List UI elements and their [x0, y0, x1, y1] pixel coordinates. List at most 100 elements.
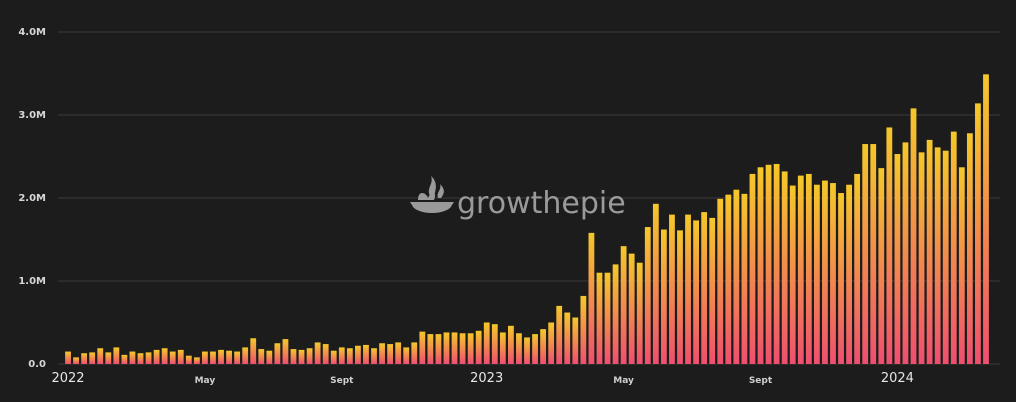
bar	[242, 347, 249, 364]
bar	[161, 348, 168, 364]
bar	[636, 262, 643, 364]
bar	[846, 184, 852, 364]
bar	[950, 131, 957, 364]
bars	[65, 74, 989, 364]
bar	[459, 333, 466, 364]
y-tick-label: 2.0M	[18, 193, 46, 204]
bar	[773, 163, 780, 364]
bar	[202, 351, 208, 364]
bar	[435, 334, 442, 364]
bar	[677, 230, 683, 364]
bar	[733, 189, 740, 364]
x-tick-label: May	[195, 376, 216, 386]
bar	[226, 350, 232, 364]
y-tick-label: 3.0M	[18, 110, 46, 121]
bar	[669, 214, 675, 364]
bar	[153, 349, 160, 364]
bar	[346, 348, 353, 364]
bar	[395, 342, 402, 364]
bar	[548, 322, 555, 364]
bar	[902, 142, 909, 364]
bar	[250, 338, 257, 364]
bar	[185, 355, 192, 364]
bar	[169, 351, 176, 364]
bar	[105, 352, 112, 364]
bar	[693, 220, 699, 364]
bar	[338, 347, 345, 364]
bar	[524, 337, 530, 364]
bar	[918, 152, 925, 364]
x-tick-label: May	[613, 376, 634, 386]
bar	[363, 344, 369, 364]
bar	[266, 350, 273, 364]
bar	[612, 264, 619, 364]
bar	[137, 353, 144, 364]
bar	[765, 164, 772, 364]
y-axis-labels: 0.0 1.0M 2.0M 3.0M 4.0M	[18, 27, 46, 370]
bar	[89, 352, 96, 364]
bar	[854, 173, 861, 364]
bar	[411, 342, 418, 364]
bar	[813, 184, 820, 364]
bar	[975, 103, 981, 364]
bar	[121, 354, 128, 364]
bar	[467, 333, 474, 364]
bar	[97, 348, 104, 364]
bar	[419, 331, 426, 364]
bar	[717, 198, 724, 364]
bar	[805, 173, 812, 364]
bar	[451, 332, 458, 364]
bar	[652, 203, 659, 364]
bar	[958, 167, 965, 364]
bar	[540, 329, 547, 364]
bar	[628, 253, 635, 364]
bar	[298, 349, 305, 364]
bar	[427, 334, 434, 364]
bar	[934, 147, 941, 364]
bar	[870, 144, 877, 364]
bar	[596, 272, 603, 364]
bar	[81, 353, 88, 364]
bar	[926, 139, 933, 364]
bar	[379, 343, 385, 364]
bar	[282, 339, 289, 364]
bar	[564, 312, 571, 364]
bar	[830, 183, 836, 364]
bar	[258, 349, 265, 364]
bar	[274, 343, 281, 364]
bar	[620, 246, 627, 364]
y-tick-label: 4.0M	[18, 27, 46, 38]
bar	[145, 352, 152, 364]
bar	[483, 322, 490, 364]
bar	[983, 74, 989, 364]
bar	[862, 144, 869, 364]
bar	[588, 232, 595, 364]
bar	[193, 357, 200, 364]
bar	[749, 173, 756, 364]
bar	[290, 349, 297, 364]
bar	[942, 150, 949, 364]
bar	[113, 347, 120, 364]
bar	[210, 351, 216, 364]
bar	[516, 333, 522, 364]
bar	[73, 357, 79, 364]
bar	[894, 154, 901, 364]
pie-logo-icon	[410, 176, 454, 213]
bar	[685, 214, 691, 364]
bar	[701, 212, 708, 364]
bar	[556, 305, 563, 364]
bar	[838, 193, 844, 364]
bar	[789, 185, 796, 364]
bar	[306, 348, 313, 364]
x-tick-label: 2023	[470, 371, 503, 386]
bar	[572, 317, 579, 364]
bar	[330, 350, 337, 364]
y-tick-label: 1.0M	[18, 276, 46, 287]
bar	[580, 295, 587, 364]
bar	[499, 332, 506, 364]
bar	[709, 217, 716, 364]
x-tick-label: 2022	[51, 371, 84, 386]
bar	[822, 180, 828, 364]
